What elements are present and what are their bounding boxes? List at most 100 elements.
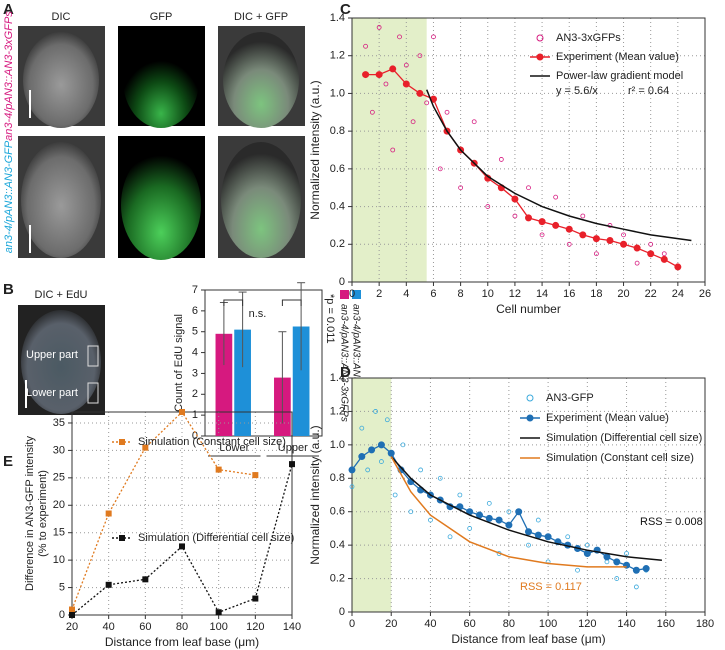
y-tick-label: 0 [339, 606, 345, 618]
data-point [418, 467, 424, 473]
data-point [539, 232, 545, 238]
data-point [447, 534, 453, 540]
data-point [535, 517, 541, 523]
legend-swatch [352, 290, 361, 299]
data-point [495, 516, 503, 524]
legend-label: Simulation (Differential cell size) [138, 532, 294, 544]
y-tick-label: 15 [53, 527, 65, 539]
data-point [179, 543, 185, 550]
data-point [621, 232, 626, 238]
annotation: *p = 0.011 [324, 294, 336, 344]
x-tick-label: 20 [385, 618, 397, 630]
data-point [565, 534, 571, 540]
data-point [579, 231, 587, 239]
y-tick-label: 1.4 [330, 12, 345, 24]
data-point [384, 417, 390, 423]
data-point [397, 34, 402, 40]
data-point [389, 65, 397, 73]
y-axis-label: Normalized intensity (a.u.) [308, 425, 322, 564]
y-tick-label: 0.2 [330, 572, 345, 584]
annotation: RSS = 0.008 [640, 516, 703, 528]
data-point [633, 244, 641, 252]
data-point [437, 475, 443, 481]
data-point [634, 260, 640, 266]
y-tick-label: 0 [59, 609, 65, 621]
data-point [593, 251, 599, 257]
x-tick-label: 100 [539, 618, 557, 630]
leaf [223, 32, 299, 128]
x-tick-label: 18 [590, 288, 602, 300]
data-point [505, 521, 513, 529]
y-axis-label: (% to experiment) [37, 470, 49, 557]
panel-label: C [340, 1, 351, 18]
data-point [484, 174, 492, 182]
data-point [363, 43, 368, 49]
y-tick-label: 0.2 [330, 238, 345, 250]
x-tick-label: Lower [219, 442, 249, 454]
data-point [365, 467, 371, 473]
y-tick-label: 0.8 [330, 472, 345, 484]
data-point [142, 576, 149, 583]
data-point [511, 195, 519, 203]
data-point [444, 109, 450, 115]
panel-label: E [3, 453, 13, 470]
leaf [221, 142, 301, 258]
row-label: an3-4/pAN3::AN3-3xGFPs [3, 11, 15, 141]
x-tick-label: 12 [509, 288, 521, 300]
data-point [368, 446, 376, 454]
data-point [526, 542, 531, 548]
x-axis-label: Cell number [496, 302, 561, 316]
data-point [660, 255, 668, 263]
data-point [475, 511, 483, 519]
bar [292, 326, 310, 436]
data-point [373, 409, 378, 414]
x-tick-label: 140 [617, 618, 635, 630]
legend-label: Experiment (Mean value) [556, 51, 679, 63]
data-point [471, 119, 477, 125]
legend-label: Simulation (Constant cell size) [546, 452, 694, 464]
data-point [400, 442, 406, 448]
data-point [633, 584, 639, 590]
row-label: an3-4/pAN3::AN3-GFP [3, 140, 15, 253]
panel-a-images [18, 26, 305, 260]
y-axis-label: Difference in AN3-GFP intensity [24, 436, 36, 591]
leaf [21, 310, 101, 414]
y-tick-label: 20 [53, 499, 65, 511]
legend-label: an3-4/pAN3::AN3-GFP [350, 304, 361, 407]
x-tick-label: 20 [617, 288, 629, 300]
x-tick-label: 100 [209, 621, 227, 633]
y-tick-label: 1.0 [330, 87, 345, 99]
data-point [674, 263, 682, 271]
data-point [613, 558, 621, 566]
data-point [369, 109, 375, 115]
legend-symbol [119, 439, 125, 445]
data-point [485, 514, 493, 522]
data-point [525, 528, 532, 536]
significance-bracket [281, 299, 302, 306]
y-tick-label: 0.6 [330, 506, 345, 518]
panel-label: D [340, 364, 351, 381]
y-axis-label: Normalized intensity (a.u.) [308, 80, 322, 219]
x-tick-label: 60 [139, 621, 151, 633]
y-tick-label: 4 [192, 346, 198, 358]
region-label: Upper part [26, 349, 78, 361]
data-point [592, 235, 600, 243]
data-point [642, 565, 650, 573]
annotation: RSS = 0.117 [520, 581, 582, 593]
y-tick-label: 25 [53, 472, 65, 484]
x-tick-label: 26 [699, 288, 711, 300]
data-point [647, 250, 655, 258]
bar [215, 333, 233, 436]
data-point [408, 509, 414, 515]
y-tick-label: 1.2 [330, 405, 345, 417]
x-tick-label: 4 [403, 288, 409, 300]
data-point [575, 567, 580, 573]
x-tick-label: 14 [536, 288, 548, 300]
y-tick-label: 1.4 [330, 372, 345, 384]
region-box [87, 382, 99, 404]
image-title: DIC + EdU [35, 289, 88, 301]
bar [234, 329, 251, 436]
data-point [580, 213, 586, 219]
y-tick-label: 1.0 [330, 439, 345, 451]
